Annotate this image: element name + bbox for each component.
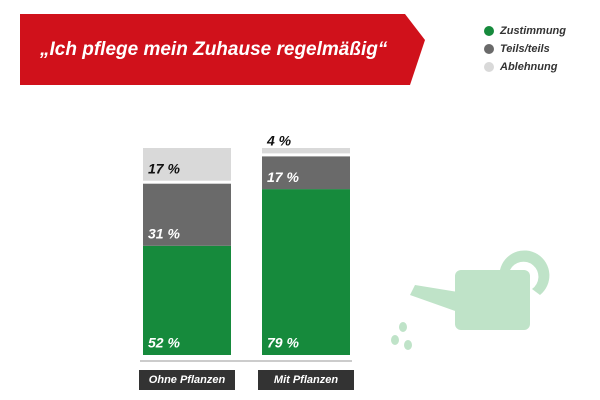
bar-segment bbox=[262, 189, 350, 355]
category-box bbox=[258, 370, 354, 390]
category-box bbox=[139, 370, 235, 390]
value-label: 17 % bbox=[148, 160, 180, 176]
legend-swatch bbox=[484, 44, 494, 54]
title-banner bbox=[20, 14, 425, 85]
value-label: 52 % bbox=[148, 335, 180, 351]
legend-swatch bbox=[484, 62, 494, 72]
bar-segment bbox=[143, 148, 231, 181]
chart-title: „Ich pflege mein Zuhause regelmäßig“ bbox=[39, 39, 388, 60]
legend-label: Teils/teils bbox=[500, 43, 550, 55]
legend-label: Zustimmung bbox=[499, 25, 566, 37]
value-label: 79 % bbox=[267, 335, 299, 351]
value-label: 17 % bbox=[267, 169, 299, 185]
bar-segment bbox=[262, 156, 350, 190]
x-tick-label: Ohne Pflanzen bbox=[149, 374, 226, 386]
bar-segment bbox=[262, 148, 350, 154]
bar-segment bbox=[143, 245, 231, 355]
bar-segment bbox=[143, 183, 231, 246]
legend-swatch bbox=[484, 26, 494, 36]
legend-label: Ablehnung bbox=[499, 61, 558, 73]
x-tick-label: Mit Pflanzen bbox=[274, 374, 338, 386]
value-label: 31 % bbox=[148, 226, 180, 242]
value-label: 4 % bbox=[266, 133, 292, 149]
watering-can-icon bbox=[391, 250, 550, 350]
